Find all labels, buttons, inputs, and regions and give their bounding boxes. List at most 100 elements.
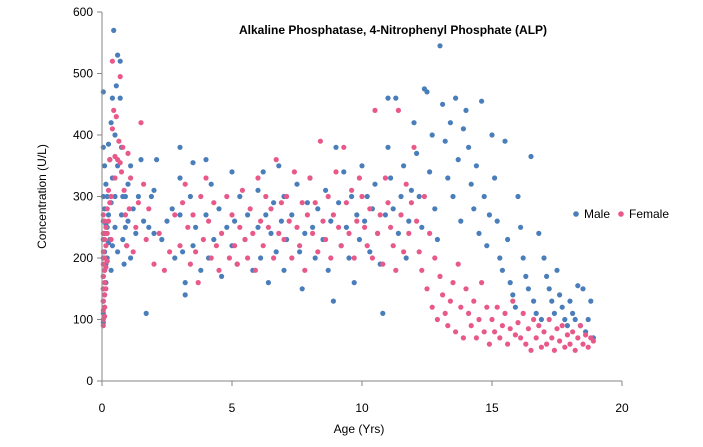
- male-point: [343, 224, 349, 230]
- male-point: [382, 212, 388, 218]
- female-point: [102, 313, 108, 319]
- male-point: [117, 95, 123, 101]
- female-point: [455, 261, 461, 267]
- female-point: [104, 206, 110, 212]
- male-point: [479, 98, 485, 104]
- female-point: [133, 224, 139, 230]
- y-tick-label: 300: [73, 190, 93, 204]
- female-point: [541, 329, 547, 335]
- male-point: [325, 267, 331, 273]
- female-point: [494, 304, 500, 310]
- male-point: [336, 200, 342, 206]
- male-point: [406, 218, 412, 224]
- male-point: [229, 169, 235, 175]
- male-point: [112, 193, 118, 200]
- male-point: [531, 298, 537, 304]
- female-point: [395, 107, 401, 113]
- male-point: [567, 298, 573, 304]
- female-point: [135, 200, 141, 206]
- female-point: [185, 224, 191, 230]
- female-point: [289, 255, 295, 261]
- male-point: [172, 255, 178, 261]
- male-point: [562, 316, 568, 323]
- male-point: [580, 286, 586, 292]
- male-point: [182, 280, 188, 286]
- female-point: [126, 206, 132, 212]
- female-point: [419, 267, 425, 273]
- female-point: [255, 175, 261, 181]
- male-point: [551, 310, 558, 316]
- male-point: [177, 212, 183, 218]
- male-point: [554, 267, 560, 273]
- female-point: [502, 310, 508, 316]
- female-point: [577, 323, 584, 329]
- male-point: [121, 261, 127, 267]
- male-point: [112, 224, 118, 230]
- female-point: [458, 304, 464, 310]
- male-point: [237, 193, 243, 200]
- female-point: [190, 212, 196, 218]
- female-point: [118, 169, 125, 175]
- female-point: [380, 261, 386, 267]
- male-point: [468, 181, 474, 187]
- female-point: [453, 329, 459, 335]
- female-point: [364, 243, 370, 249]
- male-point: [388, 175, 394, 181]
- male-point: [115, 52, 121, 58]
- female-point: [302, 267, 308, 273]
- male-point: [351, 280, 357, 286]
- female-point: [445, 323, 451, 329]
- female-point: [460, 335, 466, 341]
- female-point: [434, 316, 440, 323]
- male-point: [105, 141, 112, 147]
- female-point: [299, 200, 305, 206]
- male-point: [146, 224, 152, 230]
- male-point: [211, 236, 217, 243]
- female-point: [138, 120, 144, 126]
- female-point: [546, 316, 552, 323]
- female-point: [403, 181, 409, 187]
- female-point: [122, 212, 128, 218]
- male-point: [105, 212, 112, 218]
- male-point: [359, 163, 365, 169]
- x-tick-label: 0: [99, 401, 106, 415]
- female-point: [105, 218, 112, 224]
- female-point: [538, 344, 545, 350]
- female-point: [447, 298, 453, 304]
- male-point: [349, 193, 355, 200]
- male-point: [289, 212, 295, 218]
- female-point: [531, 316, 537, 323]
- female-point: [525, 326, 532, 332]
- male-point: [557, 292, 563, 298]
- female-point: [125, 150, 131, 156]
- points-layer: [100, 27, 597, 353]
- male-point: [499, 267, 505, 273]
- male-point: [180, 249, 186, 255]
- female-point: [102, 280, 108, 286]
- female-point: [304, 212, 310, 218]
- male-point: [395, 230, 401, 236]
- female-point: [544, 341, 550, 347]
- male-point: [224, 224, 230, 230]
- male-point: [450, 193, 456, 200]
- male-point: [108, 267, 114, 273]
- x-tick-label: 20: [615, 401, 629, 415]
- female-point: [100, 212, 106, 218]
- female-point: [393, 267, 399, 273]
- legend-label: Male: [584, 207, 610, 221]
- female-point: [107, 157, 113, 163]
- female-point: [325, 193, 331, 200]
- female-point: [284, 193, 290, 200]
- female-point: [551, 347, 558, 353]
- male-point: [323, 187, 329, 193]
- y-tick-label: 100: [73, 313, 93, 327]
- male-point: [111, 27, 117, 33]
- male-point: [100, 144, 106, 150]
- legend: Male Female: [573, 207, 669, 221]
- male-point: [447, 120, 453, 126]
- male-point: [408, 187, 414, 193]
- female-point: [112, 175, 118, 181]
- male-point: [572, 316, 578, 323]
- male-point: [523, 273, 529, 279]
